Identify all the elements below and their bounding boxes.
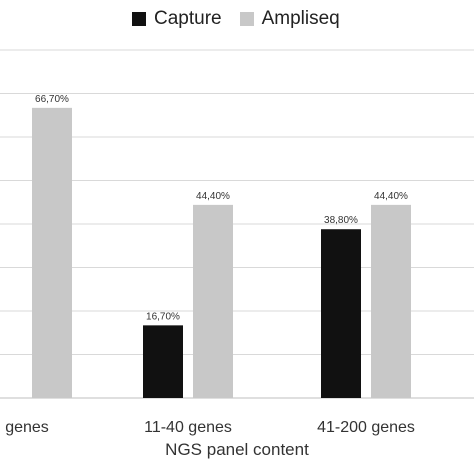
legend-item-ampliseq: Ampliseq [239, 8, 340, 30]
x-tick-label: 11-40 genes [144, 419, 232, 436]
legend-swatch-capture [132, 12, 146, 26]
bar-capture [143, 325, 183, 398]
x-tick-label: 41-200 genes [317, 419, 415, 436]
data-label: 66,70% [35, 94, 69, 105]
legend-swatch-ampliseq [239, 12, 254, 26]
data-label: 38,80% [324, 215, 358, 226]
bar-capture [321, 229, 361, 398]
legend: Capture Ampliseq [132, 8, 358, 30]
data-label: 44,40% [196, 191, 230, 202]
legend-label-ampliseq: Ampliseq [261, 8, 340, 29]
bar-ampliseq [32, 107, 72, 398]
legend-item-capture: Capture [132, 8, 222, 30]
bar-ampliseq [193, 204, 233, 398]
x-axis-title: NGS panel content [165, 440, 309, 459]
data-label: 44,40% [374, 191, 408, 202]
x-tick-label: genes [5, 419, 49, 436]
bar-ampliseq [371, 204, 411, 398]
data-label: 16,70% [146, 311, 180, 322]
legend-label-capture: Capture [154, 8, 222, 29]
